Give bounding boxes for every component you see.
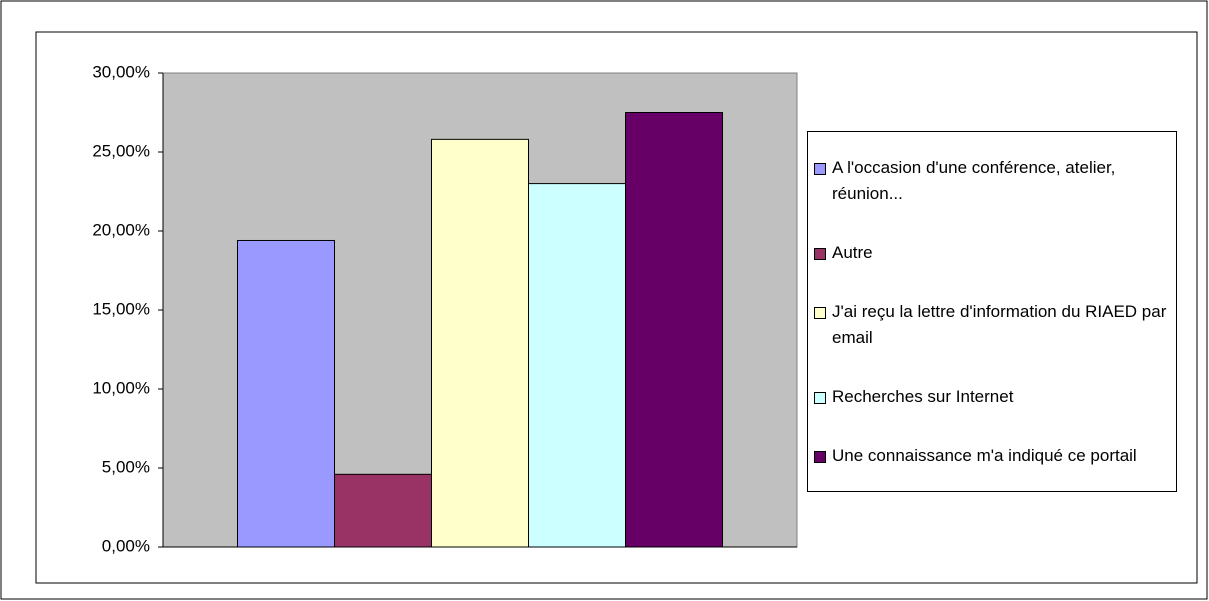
legend-label: J'ai reçu la lettre d'information du RIA… (832, 301, 1167, 347)
y-tick-label: 5,00% (102, 457, 150, 476)
bar (430, 138, 530, 548)
y-tick-label: 30,00% (92, 62, 150, 81)
legend-label: Une connaissance m'a indiqué ce portail (832, 445, 1137, 465)
y-tick-label: 0,00% (102, 536, 150, 555)
bar (528, 183, 627, 548)
legend-entry: Autre (814, 240, 1172, 266)
y-tick-label: 10,00% (92, 378, 150, 397)
bar (236, 239, 335, 548)
legend-swatch (814, 450, 826, 463)
y-tick-label: 20,00% (92, 220, 150, 239)
legend-swatch (814, 247, 826, 260)
legend-label: A l'occasion d'une conférence, atelier, … (832, 157, 1116, 203)
legend-swatch (814, 306, 826, 319)
bar (333, 473, 432, 548)
y-tick-label: 15,00% (92, 299, 150, 318)
legend-entry: A l'occasion d'une conférence, atelier, … (814, 155, 1172, 207)
legend-entry: J'ai reçu la lettre d'information du RIA… (814, 299, 1172, 351)
legend: A l'occasion d'une conférence, atelier, … (807, 131, 1177, 492)
legend-label: Autre (832, 242, 873, 262)
legend-label: Recherches sur Internet (832, 386, 1014, 406)
legend-swatch (814, 391, 826, 404)
bar (625, 112, 724, 548)
legend-entry: Une connaissance m'a indiqué ce portail (814, 443, 1172, 469)
y-tick-label: 25,00% (92, 141, 150, 160)
legend-entry: Recherches sur Internet (814, 384, 1172, 410)
legend-swatch (814, 162, 826, 175)
